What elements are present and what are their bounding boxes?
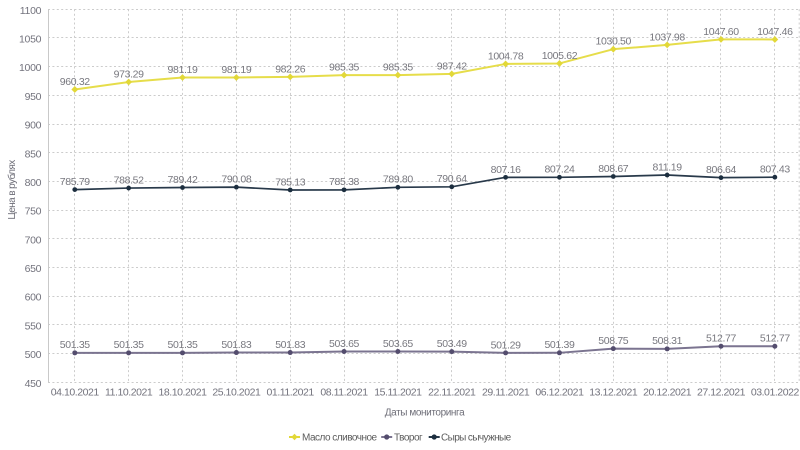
svg-text:807.24: 807.24	[544, 164, 575, 176]
svg-text:650: 650	[25, 263, 42, 275]
svg-text:25.10.2021: 25.10.2021	[212, 387, 261, 399]
svg-text:Даты мониторинга: Даты мониторинга	[385, 408, 465, 419]
svg-text:501.35: 501.35	[167, 339, 198, 351]
svg-text:982.26: 982.26	[275, 63, 306, 75]
svg-text:508.31: 508.31	[652, 335, 683, 347]
svg-text:788.52: 788.52	[114, 174, 145, 186]
svg-text:790.08: 790.08	[221, 174, 252, 186]
svg-text:785.38: 785.38	[329, 176, 360, 188]
svg-text:501.35: 501.35	[60, 339, 91, 351]
svg-text:807.43: 807.43	[760, 164, 791, 176]
svg-text:508.75: 508.75	[598, 335, 629, 347]
svg-text:981.19: 981.19	[167, 64, 198, 76]
svg-text:450: 450	[25, 378, 42, 390]
svg-text:Сыры сычужные: Сыры сычужные	[441, 433, 512, 444]
svg-text:501.29: 501.29	[491, 339, 522, 351]
svg-text:550: 550	[25, 320, 42, 332]
svg-text:503.49: 503.49	[437, 338, 468, 350]
svg-text:800: 800	[25, 177, 42, 189]
svg-text:501.83: 501.83	[275, 339, 306, 351]
svg-text:985.35: 985.35	[329, 61, 360, 73]
svg-text:850: 850	[25, 148, 42, 160]
svg-text:1050: 1050	[19, 33, 42, 45]
svg-text:1100: 1100	[20, 5, 42, 17]
svg-text:750: 750	[25, 206, 42, 218]
svg-text:503.65: 503.65	[383, 338, 414, 350]
svg-text:06.12.2021: 06.12.2021	[535, 387, 584, 399]
svg-text:807.16: 807.16	[491, 164, 522, 176]
svg-text:1005.62: 1005.62	[542, 50, 578, 62]
svg-text:501.35: 501.35	[114, 339, 145, 351]
svg-text:11.10.2021: 11.10.2021	[105, 387, 153, 399]
svg-text:512.77: 512.77	[706, 333, 737, 345]
svg-text:960.32: 960.32	[60, 76, 91, 88]
svg-text:1004.78: 1004.78	[488, 50, 524, 62]
svg-text:29.11.2021: 29.11.2021	[482, 387, 530, 399]
svg-text:27.12.2021: 27.12.2021	[697, 387, 746, 399]
svg-text:1037.98: 1037.98	[649, 31, 685, 43]
svg-text:806.64: 806.64	[706, 164, 737, 176]
svg-text:700: 700	[25, 234, 42, 246]
svg-text:501.83: 501.83	[221, 339, 252, 351]
svg-text:20.12.2021: 20.12.2021	[643, 387, 692, 399]
svg-text:1000: 1000	[19, 62, 42, 74]
svg-text:501.39: 501.39	[544, 339, 575, 351]
svg-text:01.11.2021: 01.11.2021	[267, 387, 315, 399]
svg-text:950: 950	[25, 91, 42, 103]
svg-text:1030.50: 1030.50	[596, 36, 632, 48]
svg-text:1047.46: 1047.46	[757, 26, 793, 38]
svg-text:790.64: 790.64	[437, 173, 468, 185]
svg-text:512.77: 512.77	[760, 333, 791, 345]
svg-text:900: 900	[25, 120, 42, 132]
svg-text:22.11.2021: 22.11.2021	[428, 387, 476, 399]
svg-text:503.65: 503.65	[329, 338, 360, 350]
svg-text:985.35: 985.35	[383, 61, 414, 73]
svg-text:811.19: 811.19	[653, 161, 683, 173]
svg-text:789.80: 789.80	[383, 174, 414, 186]
svg-text:Цена в рублях: Цена в рублях	[6, 160, 18, 220]
svg-text:Масло сливочное: Масло сливочное	[302, 433, 378, 444]
svg-text:987.42: 987.42	[437, 60, 468, 72]
svg-text:600: 600	[25, 292, 42, 304]
svg-text:03.01.2022: 03.01.2022	[751, 387, 800, 399]
svg-text:Творог: Творог	[394, 433, 423, 444]
svg-text:08.11.2021: 08.11.2021	[320, 387, 368, 399]
svg-text:785.79: 785.79	[60, 176, 91, 188]
svg-text:13.12.2021: 13.12.2021	[589, 387, 638, 399]
svg-text:18.10.2021: 18.10.2021	[158, 387, 207, 399]
svg-text:973.29: 973.29	[114, 68, 145, 80]
svg-text:981.19: 981.19	[221, 64, 252, 76]
svg-text:500: 500	[25, 349, 42, 361]
svg-text:04.10.2021: 04.10.2021	[51, 387, 100, 399]
svg-text:808.67: 808.67	[598, 163, 629, 175]
svg-text:1047.60: 1047.60	[703, 26, 739, 38]
svg-text:15.11.2021: 15.11.2021	[374, 387, 422, 399]
svg-text:789.42: 789.42	[167, 174, 198, 186]
svg-text:785.13: 785.13	[275, 176, 306, 188]
